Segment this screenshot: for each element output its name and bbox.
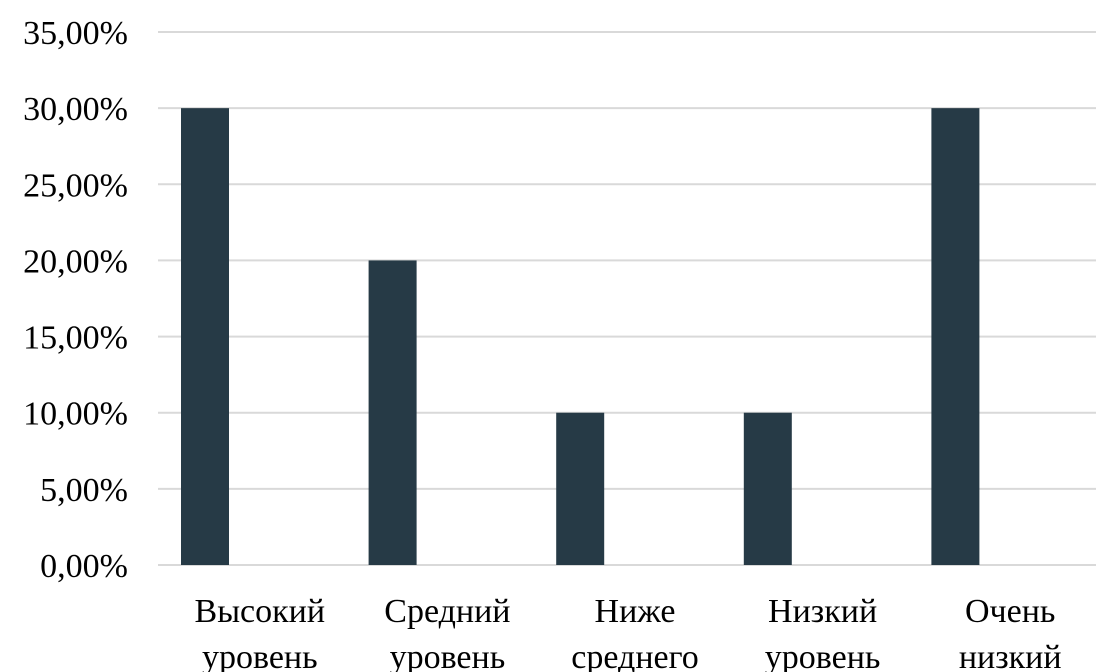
y-tick-label: 25,00% [23, 167, 128, 204]
x-category-label: Средний уровень [384, 593, 510, 672]
x-axis-category-labels: Высокий уровень Средний уровень Ниже среднего… [195, 593, 1062, 672]
y-tick-label: 0,00% [40, 548, 128, 585]
y-tick-label: 35,00% [23, 15, 128, 52]
y-tick-label: 10,00% [23, 396, 128, 433]
x-category-label: Низкий уровень [765, 593, 881, 672]
y-tick-label: 15,00% [23, 320, 128, 357]
bar [181, 108, 229, 566]
bars [181, 108, 980, 566]
y-tick-label: 5,00% [40, 472, 128, 509]
bar [556, 412, 605, 565]
bar [743, 412, 792, 565]
x-category-label: Очень низкий [959, 593, 1062, 672]
bar [931, 108, 980, 566]
bar [368, 260, 417, 565]
gridlines [158, 31, 1096, 566]
x-category-label: Высокий уровень [195, 593, 326, 672]
y-tick-label: 30,00% [23, 91, 128, 128]
y-axis-tick-labels: 0,00% 5,00% 10,00% 15,00% 20,00% 25,00% 30,00%… [23, 15, 128, 585]
x-category-label: Ниже среднего [571, 593, 698, 672]
y-tick-label: 20,00% [23, 243, 128, 280]
